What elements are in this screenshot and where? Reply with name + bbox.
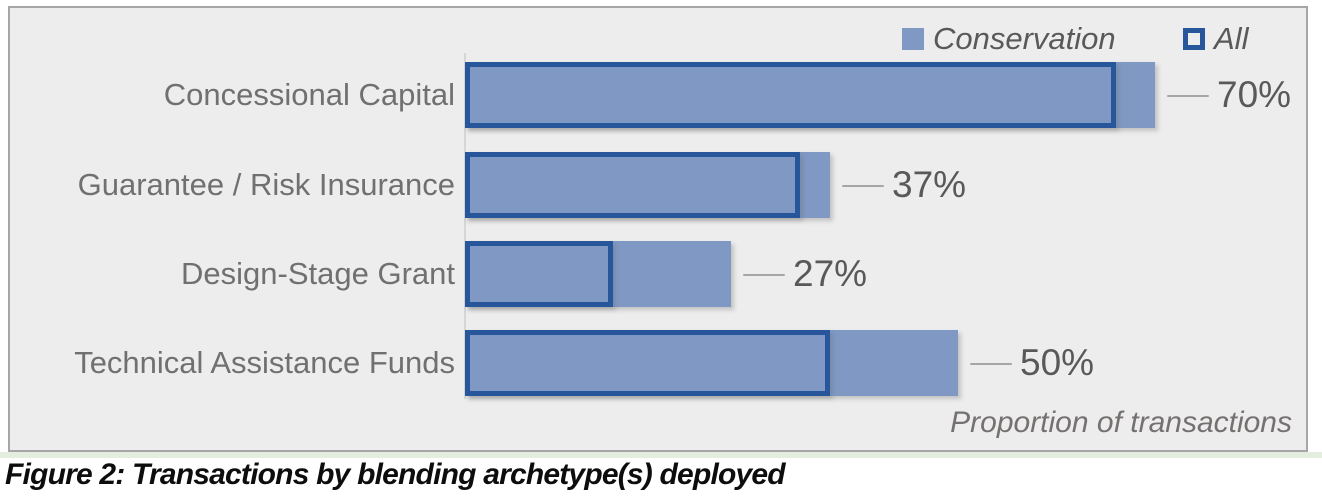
x-axis-label: Proportion of transactions bbox=[950, 406, 1292, 439]
all-swatch-icon bbox=[1183, 28, 1205, 50]
leader-line bbox=[1167, 95, 1209, 97]
y-axis-line bbox=[464, 53, 466, 399]
conservation-swatch-icon bbox=[902, 28, 924, 50]
chart-area: Conservation All Concessional Capital 70%… bbox=[8, 6, 1308, 452]
bar-conservation bbox=[465, 152, 830, 218]
leader-line bbox=[970, 363, 1012, 365]
bar-all bbox=[465, 241, 613, 307]
leader-line bbox=[842, 185, 884, 187]
bar-row: Guarantee / Risk Insurance 37% bbox=[10, 152, 1306, 218]
legend-label-all: All bbox=[1214, 21, 1249, 56]
bar-all bbox=[465, 152, 800, 218]
legend-item-conservation: Conservation bbox=[902, 21, 1116, 56]
legend-item-all: All bbox=[1183, 21, 1249, 56]
category-label: Technical Assistance Funds bbox=[74, 345, 455, 380]
category-label: Concessional Capital bbox=[163, 77, 455, 112]
category-label: Guarantee / Risk Insurance bbox=[77, 167, 455, 202]
legend-label-conservation: Conservation bbox=[933, 21, 1116, 56]
bar-all bbox=[465, 330, 830, 396]
data-label: 50% bbox=[1020, 342, 1095, 383]
bar-all bbox=[465, 62, 1116, 128]
figure-caption: Figure 2: Transactions by blending arche… bbox=[5, 458, 786, 491]
bar-conservation bbox=[465, 62, 1155, 128]
bar-row: Design-Stage Grant 27% bbox=[10, 241, 1306, 307]
data-label: 37% bbox=[892, 164, 967, 205]
bar-row: Technical Assistance Funds 50% bbox=[10, 330, 1306, 396]
bar-conservation bbox=[465, 241, 731, 307]
data-label: 70% bbox=[1217, 74, 1292, 115]
divider-strip bbox=[0, 452, 1322, 458]
data-label: 27% bbox=[793, 253, 868, 294]
bar-conservation bbox=[465, 330, 958, 396]
category-label: Design-Stage Grant bbox=[181, 256, 455, 291]
leader-line bbox=[743, 274, 785, 276]
bar-row: Concessional Capital 70% bbox=[10, 62, 1306, 128]
